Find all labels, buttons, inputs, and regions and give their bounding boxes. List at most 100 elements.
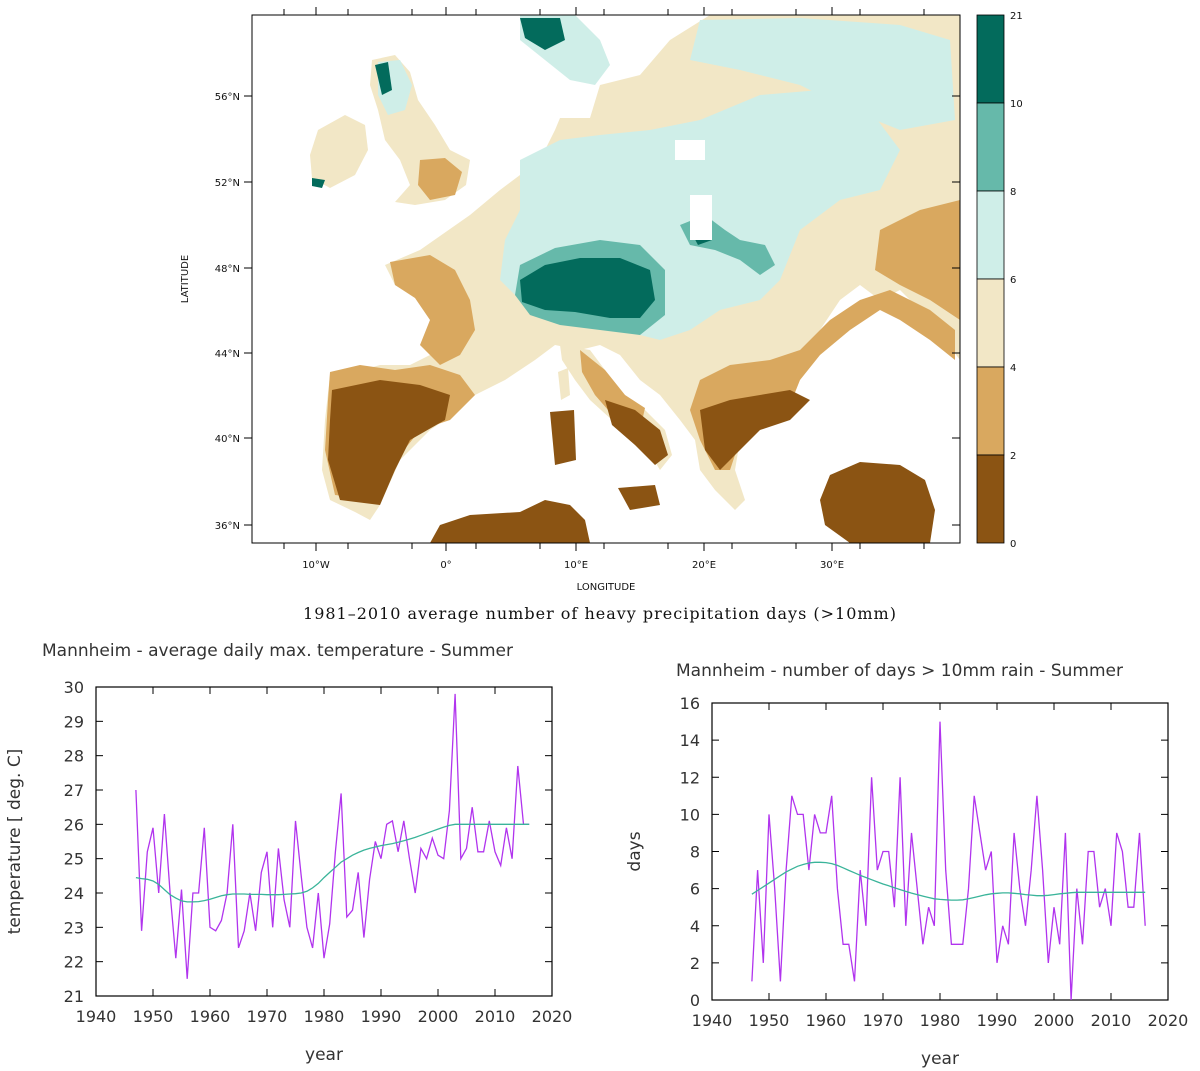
y-tick-label: 10 [680, 805, 700, 824]
y-tick-label: 2 [690, 954, 700, 973]
land-sicily [618, 485, 660, 510]
lat-tick-label: 56°N [215, 92, 240, 103]
x-tick-label: 1950 [749, 1011, 790, 1030]
band-brown-england [418, 158, 462, 200]
lat-tick-label: 52°N [215, 178, 240, 189]
band-darkteal-norway [520, 18, 565, 50]
trend-line [751, 861, 1146, 901]
x-tick-label: 2000 [1034, 1011, 1075, 1030]
map-lat-ticks: 56°N 52°N 48°N 44°N 40°N 36°N [215, 92, 960, 532]
colorbar-swatch [976, 454, 1005, 544]
data-series-line [751, 721, 1146, 1001]
y-tick-label: 12 [680, 768, 700, 787]
colorbar-swatch [976, 190, 1005, 280]
colorbar-label: 0 [1010, 539, 1016, 550]
x-tick-label: 2020 [532, 1007, 573, 1026]
data-series-line [135, 693, 530, 979]
colorbar-label: 6 [1010, 275, 1016, 286]
x-tick-label: 1960 [806, 1011, 847, 1030]
x-axis-label: year [921, 1049, 959, 1069]
map-ylabel: LATITUDE [180, 255, 191, 303]
map-border [251, 14, 961, 544]
plot-frame [95, 686, 553, 997]
lon-tick-label: 10°W [302, 560, 330, 571]
band-darkteal-alps [520, 258, 655, 318]
lat-tick-label: 36°N [215, 521, 240, 532]
colorbar-label: 2 [1010, 451, 1016, 462]
band-brown-france [390, 255, 475, 365]
y-axis-label: days [625, 831, 645, 871]
rain-days-chart: Mannheim - number of days > 10mm rain - … [625, 661, 1189, 1069]
band-brown-east [875, 200, 960, 320]
y-tick-label: 28 [64, 747, 84, 766]
map-caption: 1981–2010 average number of heavy precip… [303, 604, 897, 623]
land-ireland [310, 115, 368, 188]
band-darkbrown-italy [605, 400, 668, 465]
lat-tick-label: 40°N [215, 434, 240, 445]
lon-tick-label: 0° [440, 560, 451, 571]
chart-title: Mannheim - average daily max. temperatur… [42, 641, 513, 661]
y-tick-label: 6 [690, 880, 700, 899]
x-tick-label: 1940 [76, 1007, 117, 1026]
lon-tick-label: 10°E [564, 560, 588, 571]
y-tick-label: 29 [64, 712, 84, 731]
x-axis-label: year [305, 1045, 343, 1065]
x-tick-label: 1950 [133, 1007, 174, 1026]
y-tick-label: 8 [690, 843, 700, 862]
colorbar: 21 10 8 6 4 2 0 [976, 11, 1023, 550]
x-tick-label: 1980 [920, 1011, 961, 1030]
land-turkey [820, 462, 935, 543]
y-tick-label: 25 [64, 850, 84, 869]
x-tick-label: 2020 [1148, 1011, 1189, 1030]
y-tick-label: 14 [680, 731, 700, 750]
y-tick-label: 22 [64, 953, 84, 972]
y-tick-label: 30 [64, 678, 84, 697]
map-xlabel: LONGITUDE [577, 582, 636, 593]
x-tick-label: 2010 [1091, 1011, 1132, 1030]
y-tick-label: 4 [690, 917, 700, 936]
y-tick-label: 0 [690, 991, 700, 1010]
band-darkbrown-iberia [328, 380, 450, 505]
map-lon-ticks: 10°W 0° 10°E 20°E 30°E [283, 7, 925, 571]
lat-tick-label: 44°N [215, 349, 240, 360]
temperature-chart: Mannheim - average daily max. temperatur… [5, 641, 573, 1065]
x-tick-label: 1970 [247, 1007, 288, 1026]
lon-tick-label: 20°E [692, 560, 716, 571]
precipitation-map: 56°N 52°N 48°N 44°N 40°N 36°N 10°W 0° 10°E 20°E 3… [180, 7, 1023, 593]
x-tick-label: 1960 [190, 1007, 231, 1026]
colorbar-label: 10 [1010, 99, 1023, 110]
nodata-patch [675, 140, 705, 160]
x-tick-label: 1990 [361, 1007, 402, 1026]
lon-tick-label: 30°E [820, 560, 844, 571]
y-tick-label: 24 [64, 884, 84, 903]
y-tick-label: 26 [64, 815, 84, 834]
y-tick-label: 21 [64, 987, 84, 1006]
colorbar-swatch [976, 14, 1005, 104]
y-axis-label: temperature [ deg. C] [5, 749, 25, 935]
y-tick-label: 23 [64, 918, 84, 937]
land-corsica [558, 368, 570, 400]
y-tick-label: 27 [64, 781, 84, 800]
chart-title: Mannheim - number of days > 10mm rain - … [676, 661, 1123, 681]
x-tick-label: 2000 [418, 1007, 459, 1026]
x-tick-label: 1970 [863, 1011, 904, 1030]
land-sardinia [550, 410, 576, 465]
nodata-patch [690, 195, 712, 240]
x-tick-label: 2010 [475, 1007, 516, 1026]
y-tick-label: 16 [680, 694, 700, 713]
colorbar-label: 4 [1010, 363, 1016, 374]
colorbar-label: 8 [1010, 187, 1016, 198]
trend-line [135, 823, 530, 903]
plot-frame [711, 702, 1169, 1001]
band-darkteal-ireland [312, 178, 325, 188]
colorbar-swatch [976, 366, 1005, 456]
lat-tick-label: 48°N [215, 264, 240, 275]
map-field [310, 15, 960, 543]
colorbar-swatch [976, 102, 1005, 192]
colorbar-swatch [976, 278, 1005, 368]
band-paleteal-north [690, 18, 955, 130]
x-tick-label: 1940 [692, 1011, 733, 1030]
x-tick-label: 1990 [977, 1011, 1018, 1030]
band-darkteal-scotland [375, 62, 392, 95]
colorbar-label: 21 [1010, 11, 1023, 22]
